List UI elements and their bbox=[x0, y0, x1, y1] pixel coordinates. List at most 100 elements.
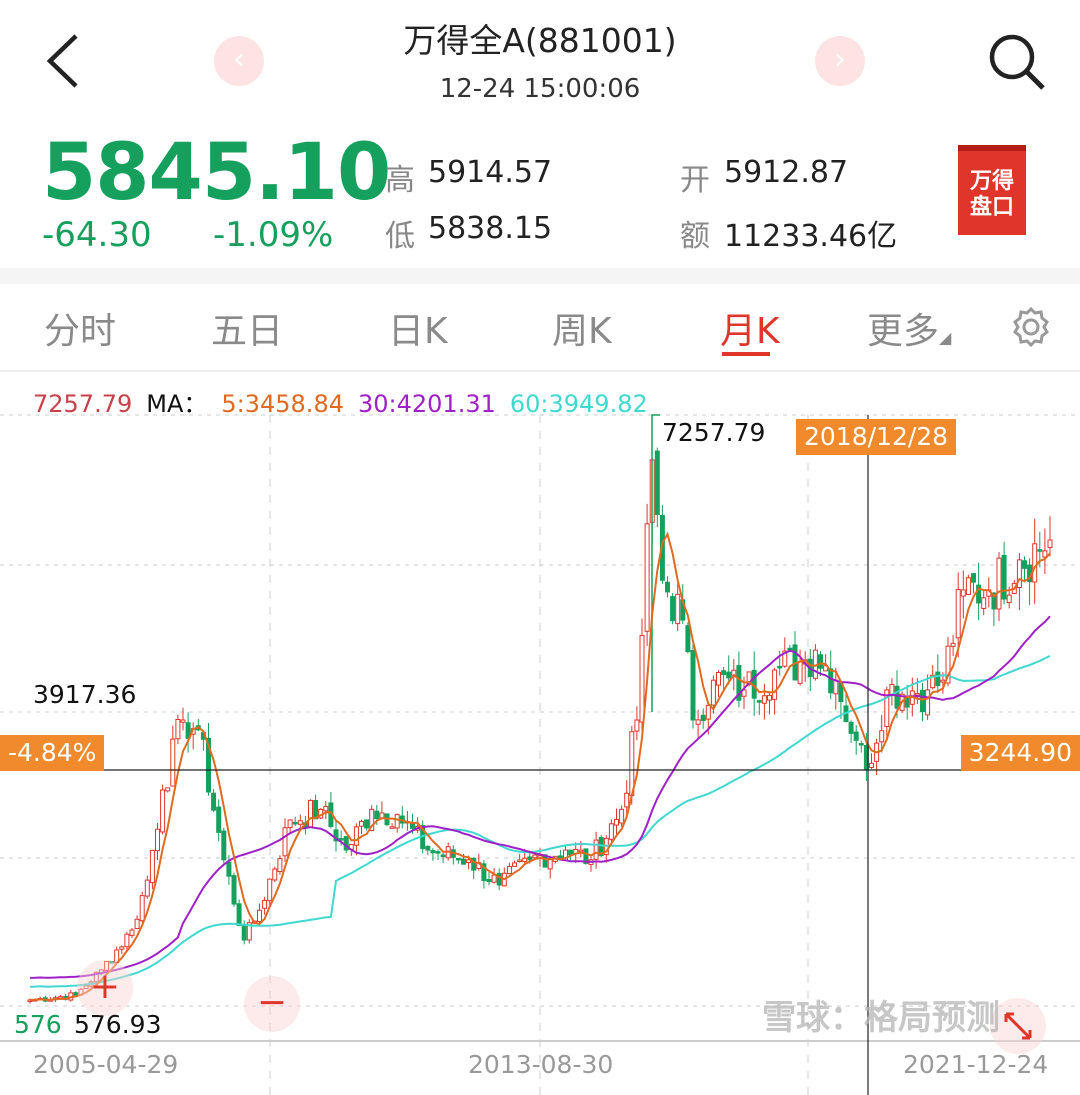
settings-button[interactable] bbox=[1010, 306, 1052, 352]
candle-body bbox=[614, 818, 619, 826]
legend-price: 7257.79 bbox=[33, 390, 133, 418]
candle-body bbox=[241, 925, 247, 941]
candle-body bbox=[165, 787, 171, 792]
candle-body bbox=[308, 799, 313, 828]
candle-body bbox=[787, 647, 793, 651]
candle-body bbox=[869, 762, 874, 768]
open-label: 开 bbox=[680, 163, 710, 198]
candle-body bbox=[884, 689, 890, 728]
back-button[interactable] bbox=[40, 30, 90, 90]
candle-body bbox=[323, 805, 329, 812]
gear-icon bbox=[1013, 306, 1049, 348]
candle-body bbox=[726, 671, 732, 679]
candle-body bbox=[522, 857, 528, 863]
zoom-in-button[interactable]: + bbox=[77, 960, 133, 1016]
candle-body bbox=[756, 700, 762, 703]
candle-body bbox=[359, 820, 364, 827]
candle-body bbox=[879, 730, 885, 743]
candle-body bbox=[124, 933, 130, 948]
crosshair-date-label: 2018/12/28 bbox=[796, 419, 957, 455]
candle-body bbox=[991, 592, 997, 610]
candle-body bbox=[950, 642, 956, 647]
candle-body bbox=[149, 849, 155, 884]
candle-body bbox=[578, 849, 584, 853]
chevron-right-icon: › bbox=[834, 42, 846, 77]
candle-body bbox=[506, 865, 512, 875]
candle-body bbox=[496, 873, 502, 886]
candle-body bbox=[104, 961, 109, 971]
prev-stock-button[interactable]: ‹ bbox=[214, 36, 264, 86]
candle-body bbox=[338, 838, 344, 841]
tab-more[interactable]: 更多◢ bbox=[867, 302, 951, 354]
search-button[interactable] bbox=[985, 30, 1049, 98]
candle-body bbox=[782, 650, 788, 667]
expand-icon bbox=[1004, 1012, 1032, 1040]
candle-body bbox=[129, 929, 135, 936]
candle-body bbox=[644, 523, 650, 632]
candle-body bbox=[675, 593, 681, 625]
candle-body bbox=[292, 821, 298, 825]
legend-ma5: 5:3458.84 bbox=[221, 390, 344, 418]
candle-body bbox=[206, 737, 211, 793]
candle-body bbox=[654, 450, 660, 515]
candle-body bbox=[1042, 550, 1048, 558]
crosshair-value-label: 3244.90 bbox=[960, 735, 1080, 771]
candle-body bbox=[93, 971, 99, 983]
watermark: 雪球：格局预测 bbox=[762, 998, 1000, 1038]
next-stock-button[interactable]: › bbox=[815, 36, 865, 86]
wind-panel-badge[interactable]: 万得 盘口 bbox=[958, 145, 1026, 235]
candle-body bbox=[920, 689, 925, 713]
candle-body bbox=[246, 922, 252, 941]
chart-legend: 7257.79 MA： 5:3458.84 30:4201.31 60:3949.82 bbox=[33, 384, 662, 419]
tab-daily-k[interactable]: 日K bbox=[388, 311, 448, 352]
candle-body bbox=[119, 946, 125, 950]
tab-five-day[interactable]: 五日 bbox=[211, 311, 284, 352]
tab-monthly-k[interactable]: 月K bbox=[720, 311, 780, 352]
candle-body bbox=[425, 845, 431, 851]
candle-body bbox=[670, 596, 676, 622]
last-price: 5845.10 bbox=[42, 128, 391, 218]
x-label-mid: 2013-08-30 bbox=[468, 1050, 614, 1079]
legend-ma30: 30:4201.31 bbox=[357, 390, 496, 418]
candle-body bbox=[180, 719, 186, 723]
low-value: 5838.15 bbox=[428, 211, 553, 246]
candle-body bbox=[705, 704, 711, 720]
divider bbox=[0, 370, 1080, 372]
crosshair-pct-label: -4.84% bbox=[0, 735, 105, 771]
candle-body bbox=[634, 719, 640, 732]
candle-body bbox=[772, 669, 778, 700]
candle-body bbox=[976, 584, 982, 604]
candle-body bbox=[257, 909, 262, 923]
x-label-end: 2021-12-24 bbox=[903, 1050, 1049, 1079]
candle-body bbox=[960, 589, 966, 597]
fullscreen-button[interactable] bbox=[990, 998, 1046, 1054]
candle-body bbox=[593, 839, 599, 860]
candle-body bbox=[185, 722, 191, 739]
candle-body bbox=[690, 650, 696, 721]
open-value: 5912.87 bbox=[724, 155, 849, 190]
candle-body bbox=[894, 685, 900, 709]
tab-weekly-k[interactable]: 周K bbox=[552, 311, 612, 352]
candle-body bbox=[971, 573, 976, 583]
candle-body bbox=[455, 857, 461, 861]
tab-intraday[interactable]: 分时 bbox=[44, 311, 117, 352]
ma5-line bbox=[29, 531, 1051, 1001]
candle-body bbox=[374, 810, 380, 820]
candle-body bbox=[945, 645, 951, 684]
caret-down-icon: ◢ bbox=[939, 328, 952, 347]
candle-body bbox=[333, 829, 339, 842]
high-marker-label: 7257.79 bbox=[662, 418, 766, 447]
low-marker-label: 576.93 bbox=[74, 1010, 162, 1039]
candle-body bbox=[935, 671, 941, 687]
zoom-out-button[interactable]: − bbox=[244, 976, 300, 1032]
candle-body bbox=[965, 577, 971, 595]
candle-body bbox=[491, 874, 497, 883]
candle-body bbox=[583, 848, 589, 864]
candle-body bbox=[231, 875, 237, 905]
candle-body bbox=[277, 858, 283, 873]
chevron-left-icon: ‹ bbox=[233, 42, 245, 77]
legend-ma60: 60:3949.82 bbox=[509, 390, 648, 418]
candle-body bbox=[930, 674, 936, 689]
candle-body bbox=[160, 789, 166, 833]
